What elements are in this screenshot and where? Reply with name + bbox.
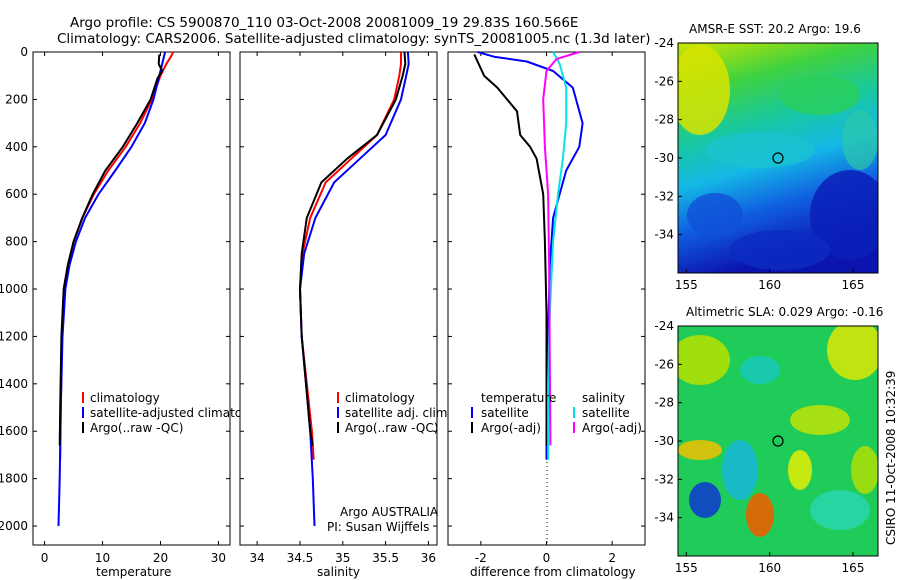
difference-x-axis: -2 0 2 — [448, 51, 645, 565]
y-tick-label: 2000 — [0, 519, 28, 533]
salinity-lines — [299, 51, 410, 527]
y-tick-label: 1600 — [0, 424, 28, 438]
temperature-y-axis: 0 200 400 600 800 1000 1200 1400 1600 1800 2000 — [0, 45, 230, 533]
salinity-x-axis: 34 34.5 35 35.5 36 — [249, 52, 436, 565]
legend-label-climatology: climatology — [345, 391, 415, 405]
x-tick-label: 2 — [608, 551, 616, 565]
difference-panel: -2 0 2 difference from climatology tempera… — [447, 51, 646, 579]
map-x-tick-label: 165 — [842, 278, 865, 292]
map-y-tick-label: -28 — [654, 113, 674, 127]
difference-legend: temperature satellite Argo(-adj) salinit… — [471, 391, 642, 435]
x-tick-label: 34 — [249, 551, 264, 565]
map-y-tick-label: -26 — [654, 357, 674, 371]
legend-label-sal-argo: Argo(-adj) — [582, 421, 642, 435]
y-tick-label: 200 — [5, 92, 28, 106]
sst-map-axes: 155 160 165 -24 -26 -28 -30 -32 -34 — [654, 36, 864, 292]
map-y-tick-label: -28 — [654, 396, 674, 410]
salinity-panel: 34 34.5 35 35.5 36 salinity climatology sate… — [239, 51, 451, 579]
temperature-lines — [57, 51, 175, 527]
map-y-tick-label: -34 — [654, 511, 674, 525]
map-y-tick-label: -32 — [654, 189, 674, 203]
temperature-xlabel: temperature — [96, 565, 171, 579]
agency-label: Argo AUSTRALIA — [340, 505, 439, 519]
map-x-tick-label: 155 — [675, 278, 698, 292]
map-x-tick-label: 160 — [758, 561, 781, 575]
x-tick-label: 34.5 — [287, 551, 314, 565]
x-tick-label: 0 — [543, 551, 551, 565]
series-line-4 — [542, 51, 580, 446]
sst-map-title: AMSR-E SST: 20.2 Argo: 19.6 — [689, 22, 861, 36]
figure-title-line2: Climatology: CARS2006. Satellite-adjuste… — [57, 31, 650, 47]
temperature-panel: 0 200 400 600 800 1000 1200 1400 1600 1800 2000 0 1… — [0, 45, 268, 579]
y-tick-label: 600 — [5, 187, 28, 201]
figure-title-line1: Argo profile: CS 5900870_110 03-Oct-2008… — [70, 15, 578, 31]
legend-label-satellite: satellite-adjusted climatology — [90, 406, 268, 420]
x-tick-label: 0 — [41, 551, 49, 565]
salinity-y-axis — [240, 51, 437, 527]
pi-label: PI: Susan Wijffels — [327, 520, 429, 534]
x-tick-label: 30 — [211, 551, 226, 565]
map-y-tick-label: -32 — [654, 472, 674, 486]
map-y-tick-label: -24 — [654, 319, 674, 333]
salinity-axes-frame — [239, 51, 438, 546]
salinity-xlabel: salinity — [317, 565, 360, 579]
salinity-legend: climatology satellite adj. clim. Argo(..… — [337, 391, 451, 435]
sla-argo-location-marker — [772, 435, 784, 447]
y-tick-label: 1400 — [0, 377, 28, 391]
map-x-tick-label: 155 — [675, 561, 698, 575]
temperature-legend: climatology satellite-adjusted climatolo… — [82, 391, 268, 435]
y-tick-label: 0 — [20, 45, 28, 59]
legend-heading-temperature: temperature — [481, 391, 556, 405]
csiro-timestamp: CSIRO 11-Oct-2008 10:32:39 — [884, 371, 898, 545]
map-y-tick-label: -26 — [654, 74, 674, 88]
legend-label-temp-satellite: satellite — [481, 406, 529, 420]
map-y-tick-label: -30 — [654, 151, 674, 165]
difference-lines — [473, 51, 584, 460]
sst-argo-location-marker — [772, 152, 784, 164]
sla-map-title: Altimetric SLA: 0.029 Argo: -0.16 — [686, 305, 883, 319]
x-tick-label: 35.5 — [372, 551, 399, 565]
legend-label-argo: Argo(..raw -QC) — [345, 421, 438, 435]
map-y-tick-label: -34 — [654, 228, 674, 242]
legend-heading-salinity: salinity — [582, 391, 625, 405]
temperature-x-axis: 0 10 20 30 — [41, 52, 226, 565]
legend-label-temp-argo: Argo(-adj) — [481, 421, 541, 435]
sst-map-panel: AMSR-E SST: 20.2 Argo: 19.6 155 160 165 -24… — [654, 22, 879, 292]
legend-label-sal-satellite: satellite — [582, 406, 630, 420]
series-line-3 — [58, 54, 164, 446]
map-y-tick-label: -30 — [654, 434, 674, 448]
sst-map-image — [678, 43, 878, 273]
x-tick-label: 20 — [153, 551, 168, 565]
y-tick-label: 1800 — [0, 472, 28, 486]
series-line-2 — [473, 53, 548, 446]
sla-map-image — [678, 326, 878, 556]
y-tick-label: 800 — [5, 235, 28, 249]
series-line-1 — [477, 51, 584, 460]
y-tick-label: 400 — [5, 140, 28, 154]
map-y-tick-label: -24 — [654, 36, 674, 50]
legend-label-climatology: climatology — [90, 391, 160, 405]
legend-label-satellite: satellite adj. clim. — [345, 406, 451, 420]
map-x-tick-label: 160 — [758, 278, 781, 292]
difference-xlabel: difference from climatology — [470, 565, 636, 579]
sla-map-panel: Altimetric SLA: 0.029 Argo: -0.16 155 160… — [654, 305, 883, 575]
x-tick-label: -2 — [475, 551, 487, 565]
series-line-3 — [299, 51, 407, 446]
legend-label-argo: Argo(..raw -QC) — [90, 421, 183, 435]
x-tick-label: 36 — [421, 551, 436, 565]
x-tick-label: 35 — [335, 551, 350, 565]
y-tick-label: 1000 — [0, 282, 28, 296]
x-tick-label: 10 — [95, 551, 110, 565]
map-x-tick-label: 165 — [842, 561, 865, 575]
y-tick-label: 1200 — [0, 329, 28, 343]
sla-map-axes: 155 160 165 -24 -26 -28 -30 -32 -34 — [654, 319, 864, 575]
